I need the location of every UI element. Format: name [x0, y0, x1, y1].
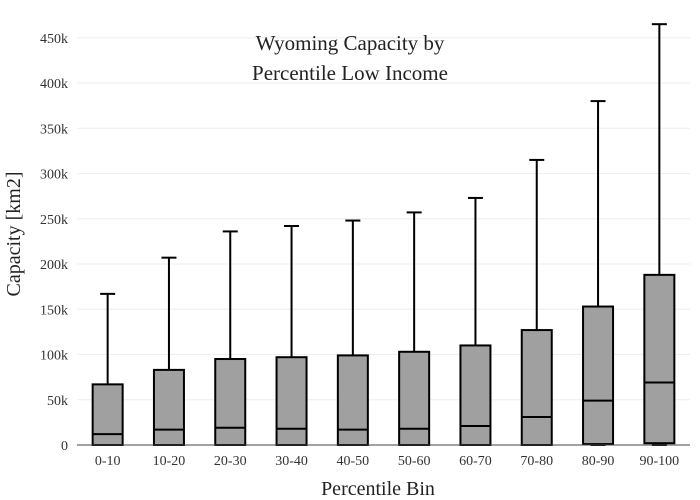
y-tick-label: 50k: [47, 394, 68, 409]
chart-title-line-1: Wyoming Capacity by: [256, 31, 445, 55]
y-tick-label: 0: [61, 439, 68, 454]
y-tick-label: 350k: [40, 122, 68, 137]
y-tick-label: 150k: [40, 303, 68, 318]
box-iqr: [398, 350, 431, 446]
y-axis-title: Capacity [km2]: [3, 172, 25, 297]
x-tick-label: 10-20: [153, 454, 186, 469]
box-50-60: [398, 211, 431, 446]
box-30-40: [275, 224, 308, 446]
x-tick-label: 60-70: [459, 454, 492, 469]
y-axis-ticks: 0 50k 100k 150k 200k 250k 300k 350k 400k 450k: [40, 32, 68, 454]
y-tick-label: 250k: [40, 213, 68, 228]
x-tick-label: 80-90: [582, 454, 615, 469]
x-tick-label: 90-100: [640, 454, 680, 469]
box-iqr: [336, 354, 369, 446]
y-tick-label: 300k: [40, 168, 68, 183]
y-tick-label: 100k: [40, 349, 68, 364]
x-tick-label: 50-60: [398, 454, 431, 469]
x-axis-ticks: 0-10 10-20 20-30 30-40 40-50 50-60 60-70 70-80 8…: [95, 454, 679, 469]
box-iqr: [91, 383, 124, 446]
boxes: [91, 23, 676, 447]
x-axis-title: Percentile Bin: [321, 478, 435, 500]
y-tick-label: 200k: [40, 258, 68, 273]
box-80-90: [582, 100, 615, 446]
box-60-70: [459, 196, 492, 447]
x-tick-label: 0-10: [95, 454, 121, 469]
x-tick-label: 30-40: [275, 454, 308, 469]
box-40-50: [336, 219, 369, 446]
x-tick-label: 70-80: [520, 454, 553, 469]
box-10-20: [152, 256, 185, 447]
chart-title-line-2: Percentile Low Income: [252, 61, 448, 85]
box-90-100: [643, 23, 676, 446]
box-iqr: [275, 356, 308, 446]
box-70-80: [520, 158, 553, 446]
grid-lines: [77, 37, 690, 401]
x-tick-label: 40-50: [337, 454, 370, 469]
y-tick-label: 400k: [40, 77, 68, 92]
x-tick-label: 20-30: [214, 454, 247, 469]
box-iqr: [214, 358, 247, 446]
box-iqr: [643, 273, 676, 445]
box-0-10: [91, 292, 124, 446]
box-iqr: [520, 329, 553, 446]
box-iqr: [582, 305, 615, 446]
y-tick-label: 450k: [40, 32, 68, 47]
box-20-30: [214, 230, 247, 446]
box-iqr: [152, 368, 185, 447]
box-iqr: [459, 344, 492, 447]
